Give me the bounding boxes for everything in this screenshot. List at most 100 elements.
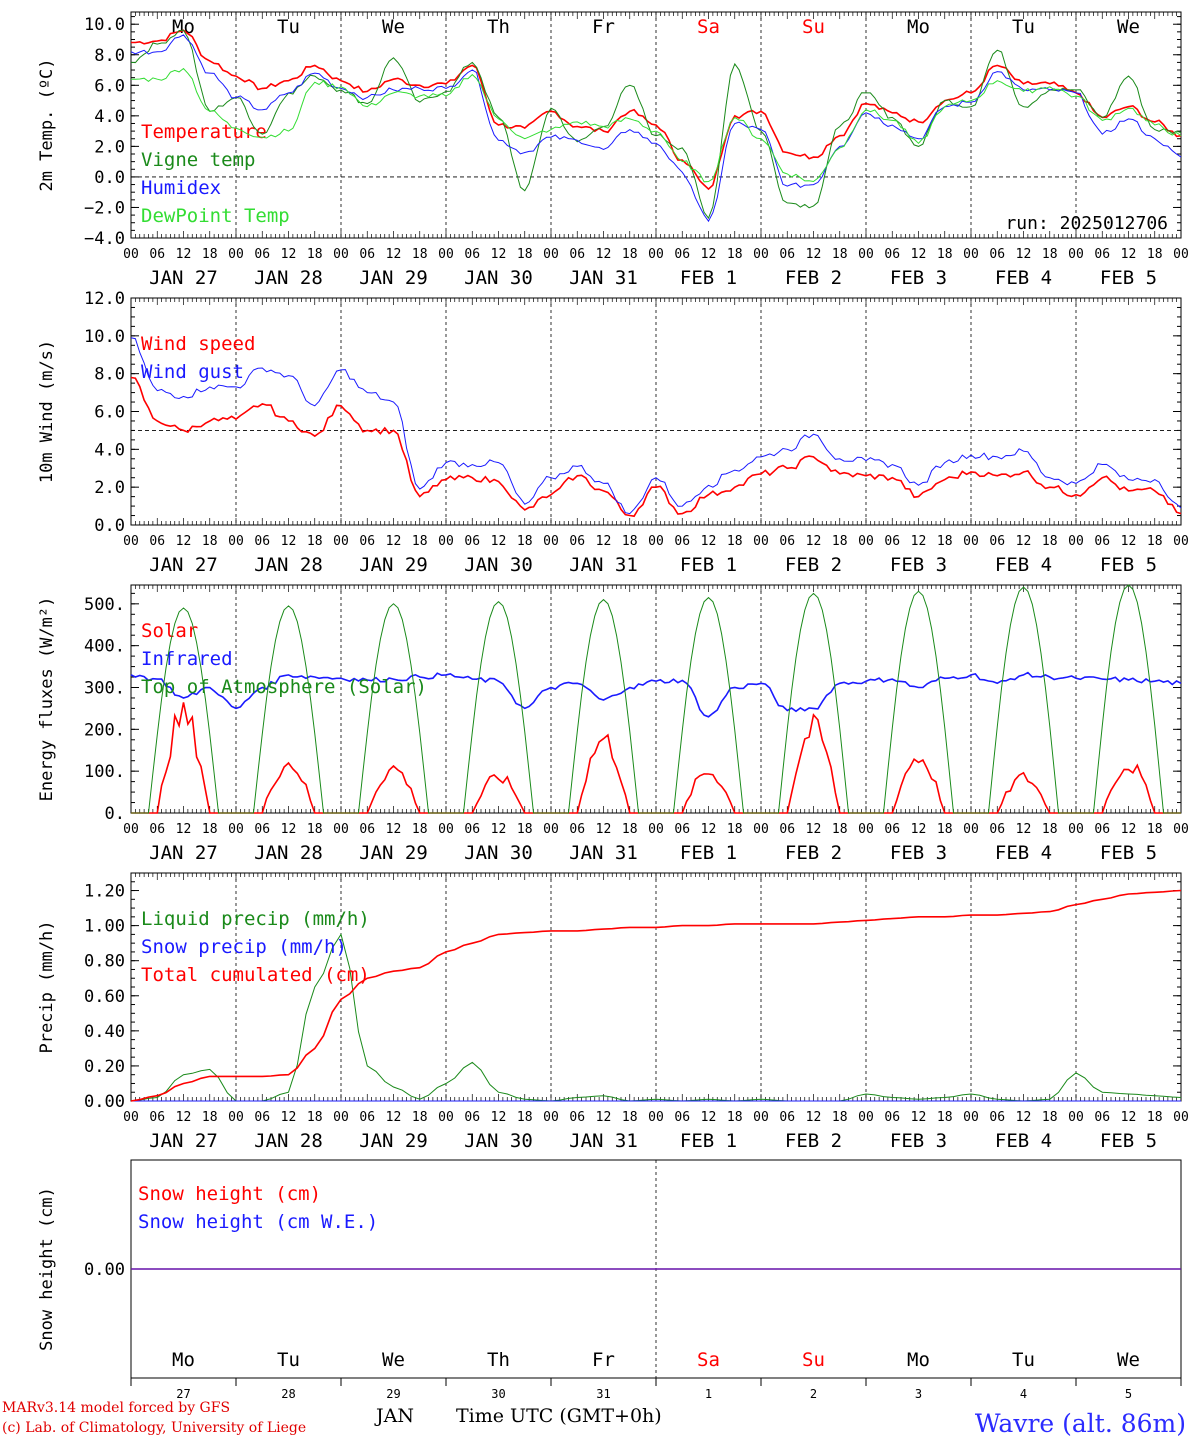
station-label: Wavre (alt. 86m) bbox=[974, 1409, 1186, 1438]
y-tick-label: 0.00 bbox=[84, 1260, 125, 1280]
series-line-liquid-precip-mm-h- bbox=[130, 933, 1182, 1102]
hour-label: 06 bbox=[1094, 822, 1110, 837]
panel-wind: 0.0 2.0 4.0 6.0 8.0 10.0 12.0 10m Wind (m/s) 00 0… bbox=[37, 289, 1189, 576]
y-tick-label: 8.0 bbox=[94, 46, 125, 66]
date-label: FEB 1 bbox=[680, 267, 737, 289]
day-number: 28 bbox=[281, 1387, 295, 1401]
hour-label: 00 bbox=[648, 247, 664, 262]
legend-entry: Infrared bbox=[141, 648, 233, 670]
hour-label: 00 bbox=[543, 534, 559, 549]
hour-label: 00 bbox=[753, 822, 769, 837]
hour-label: 12 bbox=[1016, 534, 1032, 549]
hour-label: 00 bbox=[858, 1110, 874, 1125]
hour-label: 18 bbox=[937, 1110, 953, 1125]
hour-label: 12 bbox=[176, 247, 192, 262]
hour-label: 00 bbox=[543, 247, 559, 262]
day-number: 3 bbox=[915, 1387, 922, 1401]
hour-label: 00 bbox=[123, 822, 139, 837]
date-label: FEB 5 bbox=[1100, 1130, 1157, 1152]
hour-label: 12 bbox=[701, 247, 717, 262]
legend-entry: Top of Atmosphere (Solar) bbox=[141, 676, 427, 698]
hour-label: 00 bbox=[228, 822, 244, 837]
hour-label: 00 bbox=[1173, 534, 1189, 549]
hour-label: 18 bbox=[1042, 822, 1058, 837]
hour-label: 06 bbox=[254, 1110, 270, 1125]
hour-label: 12 bbox=[1121, 247, 1137, 262]
hour-label: 18 bbox=[832, 247, 848, 262]
y-tick-label: 12.0 bbox=[84, 289, 125, 309]
date-label: FEB 4 bbox=[995, 267, 1052, 289]
hour-label: 12 bbox=[596, 534, 612, 549]
date-label: JAN 29 bbox=[359, 1130, 428, 1152]
hour-label: 18 bbox=[517, 822, 533, 837]
date-label: JAN 27 bbox=[149, 1130, 218, 1152]
date-label: FEB 3 bbox=[890, 554, 947, 576]
legend-entry: DewPoint Temp bbox=[141, 205, 290, 227]
date-label: JAN 30 bbox=[464, 267, 533, 289]
hour-label: 18 bbox=[937, 822, 953, 837]
y-axis-label: 10m Wind (m/s) bbox=[37, 340, 57, 483]
hour-label: 12 bbox=[1016, 247, 1032, 262]
y-tick-label: 0. bbox=[105, 804, 125, 824]
hour-label: 06 bbox=[989, 1110, 1005, 1125]
hour-label: 12 bbox=[176, 534, 192, 549]
hour-label: 12 bbox=[491, 822, 507, 837]
day-name: We bbox=[382, 1349, 405, 1371]
hour-label: 06 bbox=[464, 534, 480, 549]
legend-entry: Wind gust bbox=[141, 361, 244, 383]
xaxis-title: Time UTC (GMT+0h) bbox=[456, 1405, 662, 1427]
hour-label: 12 bbox=[491, 247, 507, 262]
hour-label: 12 bbox=[1121, 822, 1137, 837]
hour-label: 18 bbox=[202, 822, 218, 837]
hour-label: 18 bbox=[517, 1110, 533, 1125]
hour-label: 00 bbox=[123, 534, 139, 549]
y-axis-label: 2m Temp. (ºC) bbox=[37, 58, 57, 191]
hour-label: 06 bbox=[674, 822, 690, 837]
hour-label: 00 bbox=[333, 822, 349, 837]
hour-label: 00 bbox=[438, 822, 454, 837]
date-label: JAN 30 bbox=[464, 842, 533, 864]
hour-label: 06 bbox=[149, 1110, 165, 1125]
hour-label: 00 bbox=[1068, 534, 1084, 549]
day-name: Mo bbox=[907, 16, 930, 38]
day-number: 29 bbox=[386, 1387, 400, 1401]
day-number: 4 bbox=[1020, 1387, 1027, 1401]
hour-label: 00 bbox=[438, 247, 454, 262]
hour-label: 18 bbox=[1042, 1110, 1058, 1125]
hour-label: 18 bbox=[412, 1110, 428, 1125]
legend-entry: Snow precip (mm/h) bbox=[141, 936, 347, 958]
hour-label: 18 bbox=[727, 247, 743, 262]
date-label: JAN 27 bbox=[149, 842, 218, 864]
date-label: FEB 2 bbox=[785, 267, 842, 289]
hour-label: 00 bbox=[228, 247, 244, 262]
y-tick-label: 2.0 bbox=[94, 137, 125, 157]
y-tick-label: 0.80 bbox=[84, 952, 125, 972]
hour-label: 06 bbox=[779, 534, 795, 549]
date-label: FEB 3 bbox=[890, 267, 947, 289]
hour-label: 00 bbox=[1173, 247, 1189, 262]
date-label: FEB 2 bbox=[785, 554, 842, 576]
y-tick-label: 8.0 bbox=[94, 365, 125, 385]
y-tick-label: 0.0 bbox=[94, 168, 125, 188]
hour-label: 00 bbox=[858, 822, 874, 837]
hour-label: 18 bbox=[1147, 822, 1163, 837]
hour-label: 06 bbox=[1094, 247, 1110, 262]
day-name: Fr bbox=[592, 16, 615, 38]
hour-label: 12 bbox=[911, 247, 927, 262]
hour-label: 00 bbox=[858, 534, 874, 549]
y-tick-label: −4.0 bbox=[84, 229, 125, 249]
hour-label: 18 bbox=[937, 534, 953, 549]
hour-label: 12 bbox=[1121, 1110, 1137, 1125]
y-tick-label: 300. bbox=[84, 678, 125, 698]
hour-label: 12 bbox=[491, 1110, 507, 1125]
day-name: Th bbox=[487, 1349, 510, 1371]
y-axis-label: Energy fluxes (W/m²) bbox=[37, 597, 57, 802]
hour-label: 18 bbox=[1147, 247, 1163, 262]
date-label: FEB 4 bbox=[995, 1130, 1052, 1152]
hour-label: 00 bbox=[333, 534, 349, 549]
hour-label: 00 bbox=[753, 534, 769, 549]
hour-label: 12 bbox=[701, 1110, 717, 1125]
hour-label: 18 bbox=[1147, 534, 1163, 549]
hour-label: 12 bbox=[596, 822, 612, 837]
panel-snow: 0.00 Snow height (cm) Mo Tu We Th Fr Sa Su Mo Tu We… bbox=[37, 1159, 1182, 1401]
